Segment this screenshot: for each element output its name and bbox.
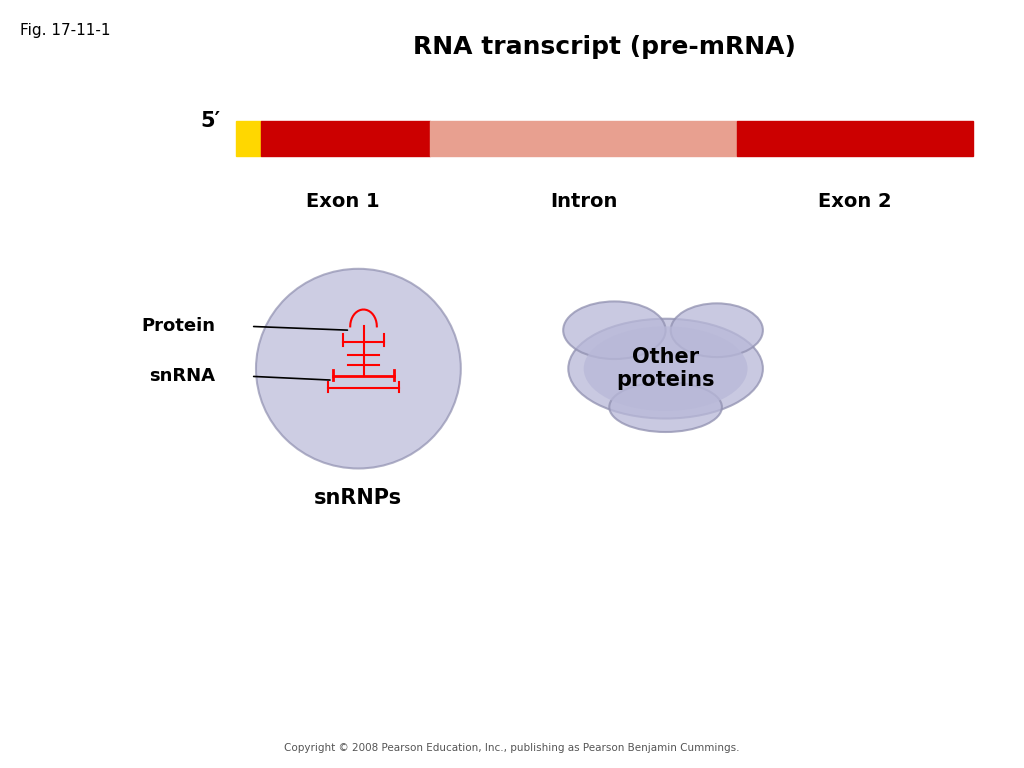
Text: Protein: Protein bbox=[141, 317, 215, 336]
Text: Other
proteins: Other proteins bbox=[616, 347, 715, 390]
Text: Copyright © 2008 Pearson Education, Inc., publishing as Pearson Benjamin Cumming: Copyright © 2008 Pearson Education, Inc.… bbox=[285, 743, 739, 753]
Text: Exon 1: Exon 1 bbox=[306, 192, 380, 211]
Ellipse shape bbox=[568, 319, 763, 419]
Text: Fig. 17-11-1: Fig. 17-11-1 bbox=[20, 23, 111, 38]
Text: Intron: Intron bbox=[550, 192, 617, 211]
Text: snRNA: snRNA bbox=[150, 367, 215, 386]
Ellipse shape bbox=[671, 303, 763, 357]
Bar bbox=[261, 121, 430, 155]
Text: 5′: 5′ bbox=[200, 111, 220, 131]
Ellipse shape bbox=[609, 382, 722, 432]
Ellipse shape bbox=[584, 326, 748, 411]
Text: RNA transcript (pre-mRNA): RNA transcript (pre-mRNA) bbox=[413, 35, 796, 58]
Bar bbox=[737, 121, 973, 155]
Bar bbox=[430, 121, 737, 155]
Ellipse shape bbox=[256, 269, 461, 468]
Bar bbox=[236, 121, 261, 155]
Text: Exon 2: Exon 2 bbox=[818, 192, 892, 211]
Text: snRNPs: snRNPs bbox=[314, 488, 402, 508]
Ellipse shape bbox=[563, 301, 666, 359]
